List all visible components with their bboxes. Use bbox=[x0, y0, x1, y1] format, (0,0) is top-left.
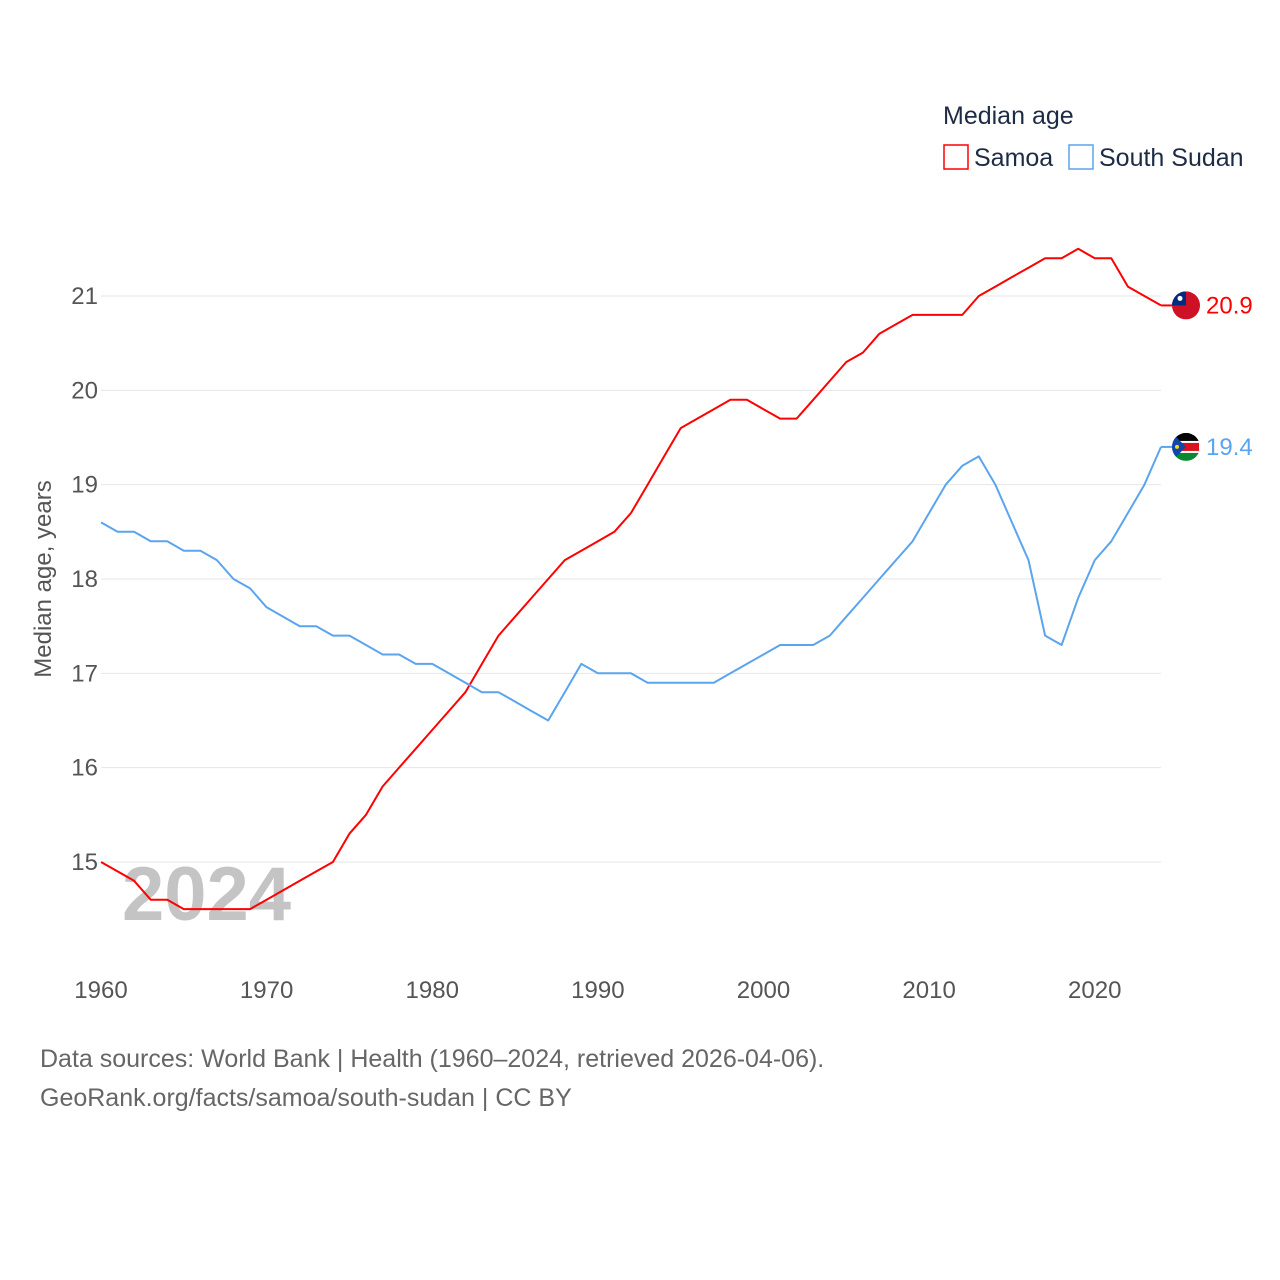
flag-stripe-green bbox=[1172, 452, 1200, 461]
legend: Median age Samoa South Sudan bbox=[943, 102, 1244, 172]
y-tick-label: 21 bbox=[71, 283, 98, 310]
y-ticks: 15 16 17 18 19 20 21 bbox=[71, 283, 98, 876]
series-lines bbox=[100, 247, 1162, 911]
y-tick-label: 17 bbox=[71, 660, 98, 687]
legend-swatch-samoa bbox=[943, 144, 969, 170]
flag-body bbox=[1172, 291, 1200, 320]
flag-body bbox=[1172, 432, 1200, 461]
x-tick-label: 2010 bbox=[902, 977, 955, 1004]
flag-stripe-black bbox=[1172, 432, 1200, 442]
flag-south-sudan-icon bbox=[1172, 432, 1200, 461]
y-tick-label: 16 bbox=[71, 755, 98, 782]
gridlines bbox=[101, 295, 1161, 863]
series-line-south-sudan[interactable] bbox=[100, 446, 1162, 722]
legend-item-south-sudan[interactable]: South Sudan bbox=[1068, 144, 1244, 172]
end-label-samoa: 20.9 bbox=[1206, 292, 1253, 319]
y-axis-label: Median age, years bbox=[30, 480, 57, 677]
legend-title: Median age bbox=[943, 102, 1074, 130]
x-tick-label: 1960 bbox=[74, 977, 127, 1004]
year-watermark: 2024 bbox=[122, 852, 291, 937]
flag-star bbox=[1175, 444, 1179, 449]
legend-label-south-sudan: South Sudan bbox=[1099, 144, 1244, 172]
series-line-samoa[interactable] bbox=[100, 247, 1162, 911]
legend-label-samoa: Samoa bbox=[974, 144, 1053, 172]
credit-link[interactable]: GeoRank.org/facts/samoa/south-sudan | CC… bbox=[40, 1084, 572, 1112]
y-tick-label: 19 bbox=[71, 472, 98, 499]
legend-item-samoa[interactable]: Samoa bbox=[943, 144, 1053, 172]
y-tick-label: 20 bbox=[71, 377, 98, 404]
data-sources: Data sources: World Bank | Health (1960–… bbox=[40, 1045, 825, 1073]
x-ticks: 1960 1970 1980 1990 2000 2010 2020 bbox=[74, 977, 1121, 1004]
flag-star bbox=[1177, 295, 1183, 301]
flag-samoa-icon bbox=[1172, 291, 1200, 320]
x-tick-label: 2000 bbox=[737, 977, 790, 1004]
x-tick-label: 1970 bbox=[240, 977, 293, 1004]
legend-swatch-south-sudan bbox=[1068, 144, 1094, 170]
end-markers: 20.9 19.4 bbox=[1161, 291, 1253, 461]
y-tick-label: 15 bbox=[71, 849, 98, 876]
end-label-south-sudan: 19.4 bbox=[1206, 434, 1253, 461]
x-tick-label: 1980 bbox=[406, 977, 459, 1004]
x-tick-label: 1990 bbox=[571, 977, 624, 1004]
x-tick-label: 2020 bbox=[1068, 977, 1121, 1004]
y-tick-label: 18 bbox=[71, 566, 98, 593]
